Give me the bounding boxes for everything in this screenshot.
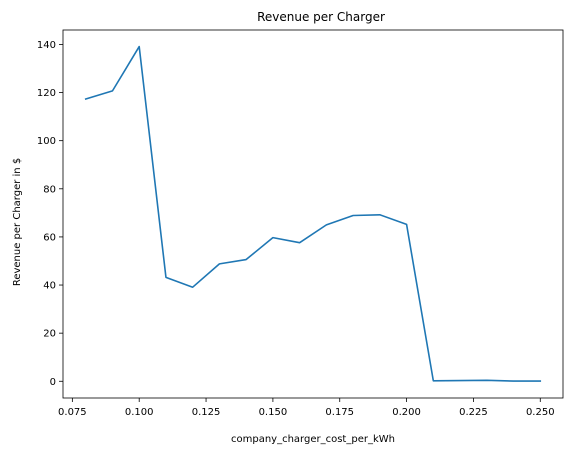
x-tick-label: 0.075	[58, 407, 87, 418]
plot-area	[63, 30, 563, 398]
y-tick-label: 120	[37, 88, 56, 99]
x-tick-label: 0.150	[259, 407, 288, 418]
y-tick-label: 80	[43, 184, 56, 195]
x-axis: 0.075 0.100 0.125 0.150 0.175 0.200 0.225 0.250	[58, 398, 555, 418]
y-tick-label: 60	[43, 232, 56, 243]
y-tick-label: 0	[50, 377, 56, 388]
chart-title: Revenue per Charger	[257, 10, 385, 24]
series-group	[84, 45, 542, 382]
x-tick-label: 0.225	[459, 407, 488, 418]
y-tick-label: 40	[43, 281, 56, 292]
x-tick-label: 0.200	[392, 407, 421, 418]
x-tick-label: 0.175	[325, 407, 354, 418]
x-tick-label: 0.100	[125, 407, 154, 418]
y-axis-label: Revenue per Charger in $	[12, 158, 23, 286]
y-tick-label: 140	[37, 40, 56, 51]
series-line	[84, 45, 542, 382]
y-axis: 0 20 40 60 80 100 120 140	[37, 40, 63, 388]
y-tick-label: 100	[37, 136, 56, 147]
x-axis-label: company_charger_cost_per_kWh	[231, 434, 395, 445]
y-tick-label: 20	[43, 329, 56, 340]
x-tick-label: 0.250	[526, 407, 555, 418]
plot-frame	[62, 29, 564, 399]
x-tick-label: 0.125	[192, 407, 221, 418]
